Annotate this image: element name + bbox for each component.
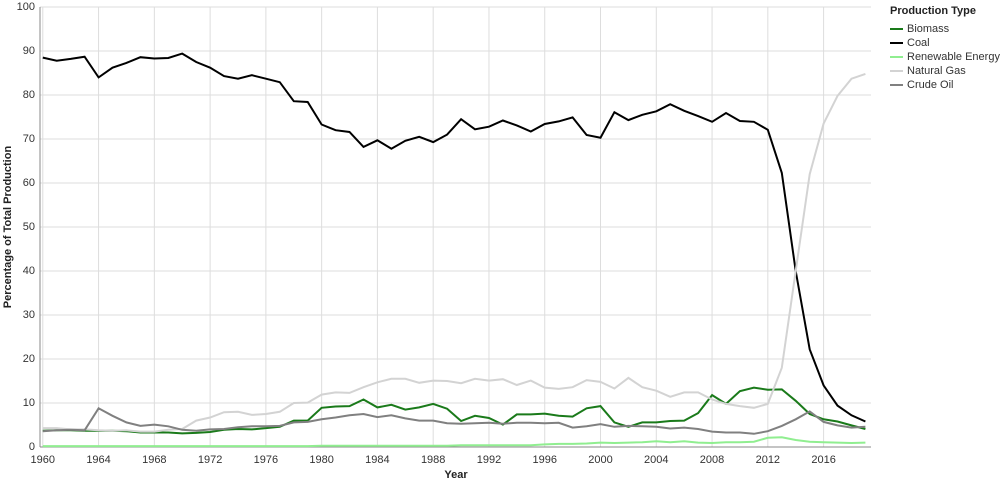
x-tick-label: 2016 bbox=[811, 454, 835, 466]
x-tick-label: 1964 bbox=[86, 454, 110, 466]
x-tick-label: 1968 bbox=[142, 454, 166, 466]
y-tick-label: 30 bbox=[23, 309, 35, 321]
legend-label: Biomass bbox=[907, 23, 950, 35]
x-tick-label: 2008 bbox=[700, 454, 724, 466]
y-axis-title: Percentage of Total Production bbox=[2, 146, 14, 309]
legend-label: Crude Oil bbox=[907, 79, 953, 91]
x-tick-label: 1992 bbox=[477, 454, 501, 466]
y-tick-label: 100 bbox=[17, 1, 35, 13]
series-line bbox=[42, 406, 866, 435]
y-tick-label: 60 bbox=[23, 177, 35, 189]
y-tick-label: 40 bbox=[23, 265, 35, 277]
legend-label: Coal bbox=[907, 37, 930, 49]
series-line bbox=[42, 52, 866, 423]
x-tick-label: 1980 bbox=[309, 454, 333, 466]
y-tick-label: 50 bbox=[23, 221, 35, 233]
x-tick-label: 1988 bbox=[421, 454, 445, 466]
y-tick-label: 70 bbox=[23, 133, 35, 145]
y-tick-label: 20 bbox=[23, 353, 35, 365]
y-tick-label: 10 bbox=[23, 397, 35, 409]
x-tick-label: 1976 bbox=[254, 454, 278, 466]
series-line bbox=[42, 386, 866, 435]
x-tick-label: 2004 bbox=[644, 454, 668, 466]
y-tick-label: 0 bbox=[29, 441, 35, 453]
x-tick-label: 1972 bbox=[198, 454, 222, 466]
x-tick-label: 2000 bbox=[588, 454, 612, 466]
x-tick-label: 2012 bbox=[756, 454, 780, 466]
x-tick-label: 1960 bbox=[31, 454, 55, 466]
y-tick-label: 80 bbox=[23, 89, 35, 101]
x-axis-title: Year bbox=[444, 469, 468, 481]
legend-title: Production Type bbox=[890, 5, 976, 17]
series-line bbox=[42, 436, 866, 448]
x-tick-label: 1996 bbox=[532, 454, 556, 466]
y-tick-label: 90 bbox=[23, 45, 35, 57]
legend-label: Natural Gas bbox=[907, 65, 966, 77]
x-tick-label: 1984 bbox=[365, 454, 389, 466]
legend-label: Renewable Energy bbox=[907, 51, 1000, 63]
